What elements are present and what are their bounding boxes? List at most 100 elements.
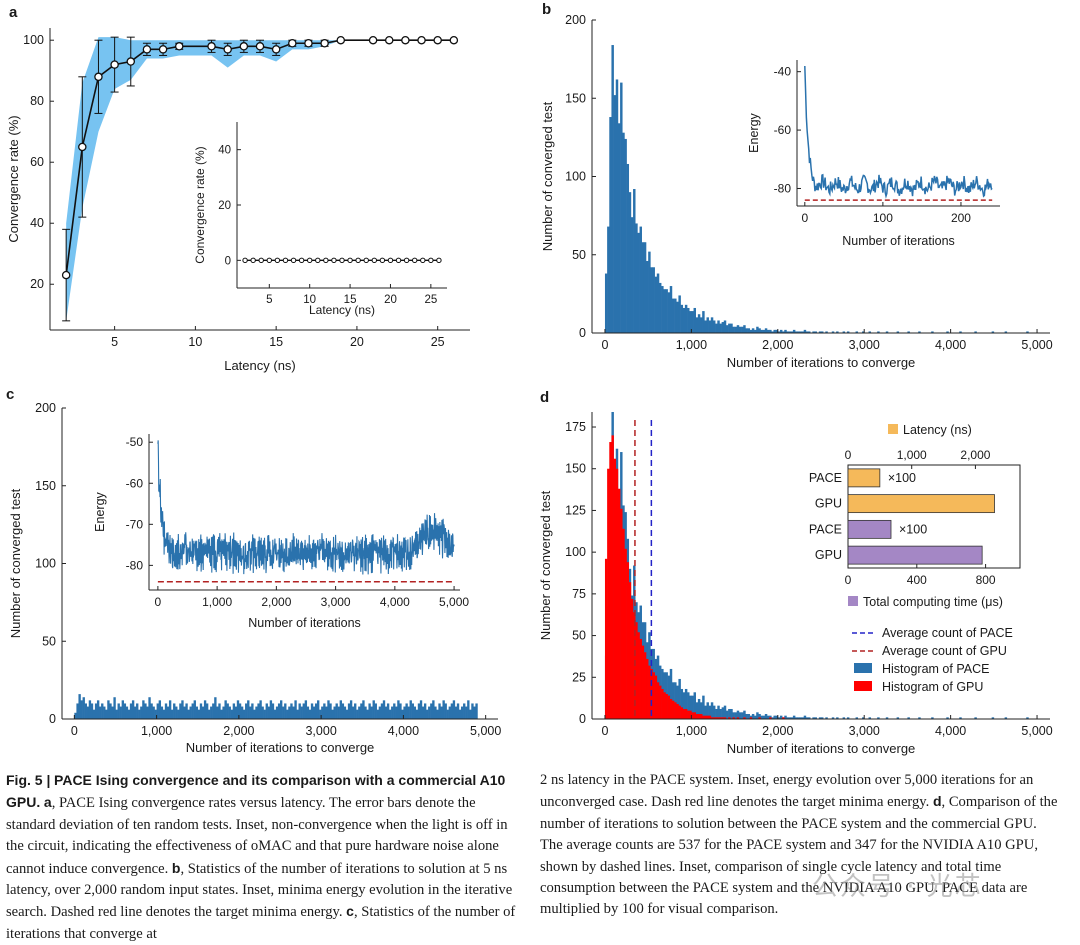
c-histogram-bar bbox=[376, 709, 380, 719]
d-y-tick-label: 75 bbox=[572, 587, 586, 601]
d-histogram-pace-bar bbox=[812, 717, 815, 719]
c-histogram-bar bbox=[173, 703, 176, 719]
b-histogram-bar bbox=[704, 320, 707, 333]
c-histogram-bar bbox=[96, 700, 100, 719]
panel-label-a: a bbox=[9, 4, 18, 21]
c-histogram-bar bbox=[419, 700, 423, 719]
c-histogram-bar bbox=[467, 700, 470, 719]
c-inset-x-axis-label: Number of iterations bbox=[248, 616, 361, 630]
c-histogram-bar bbox=[131, 700, 135, 719]
d-histogram-pace-bar bbox=[747, 713, 751, 719]
c-histogram-bar bbox=[199, 703, 203, 719]
c-histogram-bar bbox=[136, 703, 139, 719]
c-histogram-bar bbox=[389, 709, 392, 719]
b-histogram-bar bbox=[745, 328, 748, 333]
c-histogram-bar bbox=[360, 703, 363, 719]
c-inset-y-axis-label: Energy bbox=[93, 491, 107, 531]
d-histogram-gpu-bar bbox=[680, 707, 684, 719]
panel-label-d: d bbox=[540, 389, 549, 406]
b-histogram-bar bbox=[790, 331, 794, 333]
b-histogram-bar bbox=[650, 267, 653, 333]
d-histogram-pace-bar bbox=[697, 698, 701, 719]
d-histogram-pace-bar bbox=[797, 717, 800, 719]
d-x-tick-label: 1,000 bbox=[676, 724, 707, 738]
d-histogram-pace-bar bbox=[991, 717, 995, 719]
c-histogram-bar bbox=[304, 700, 308, 719]
d-histogram-gpu-bar bbox=[630, 598, 634, 719]
d-histogram-gpu-bar bbox=[728, 717, 731, 719]
b-x-tick-label: 0 bbox=[601, 338, 608, 352]
d-inset-top-tick-label: 2,000 bbox=[960, 448, 990, 462]
a-data-point bbox=[433, 35, 442, 45]
c-histogram-bar bbox=[423, 703, 427, 719]
d-histogram-pace-bar bbox=[762, 715, 766, 719]
d-histogram-gpu-bar bbox=[671, 700, 675, 719]
b-histogram-bar bbox=[775, 329, 779, 333]
d-histogram-pace-bar bbox=[702, 695, 705, 719]
c-histogram-bar bbox=[80, 700, 83, 719]
d-histogram-pace-bar bbox=[684, 688, 688, 719]
d-histogram-pace-bar bbox=[756, 712, 759, 719]
d-histogram-gpu-bar bbox=[607, 468, 610, 719]
b-x-tick-label: 3,000 bbox=[849, 338, 880, 352]
c-histogram-bar bbox=[117, 703, 120, 719]
c-histogram-bar bbox=[401, 709, 404, 719]
watermark-text: 公众号 · 光芯 bbox=[812, 872, 983, 902]
d-y-tick-label: 150 bbox=[565, 462, 586, 476]
b-histogram-bar bbox=[661, 286, 664, 333]
c-histogram-bar bbox=[380, 703, 384, 719]
c-histogram-bar bbox=[154, 709, 157, 719]
c-x-tick-label: 4,000 bbox=[388, 724, 419, 738]
c-histogram-bar bbox=[267, 706, 271, 719]
b-histogram-bar bbox=[786, 331, 789, 333]
a-inset-point bbox=[347, 257, 353, 264]
d-histogram-pace-bar bbox=[743, 710, 746, 719]
c-inset-x-tick-label: 2,000 bbox=[261, 595, 291, 609]
d-histogram-pace-bar bbox=[736, 710, 740, 719]
c-histogram-bar bbox=[329, 703, 332, 719]
c-histogram-bar bbox=[331, 709, 334, 719]
d-histogram-gpu-bar bbox=[710, 717, 714, 719]
b-x-tick-label: 4,000 bbox=[935, 338, 966, 352]
c-histogram-bar bbox=[111, 706, 114, 719]
b-histogram-bar bbox=[667, 292, 671, 333]
d-histogram-pace-bar bbox=[799, 717, 802, 719]
d-inset-time-swatch bbox=[848, 596, 858, 606]
c-histogram-bar bbox=[450, 703, 454, 719]
d-histogram-gpu-bar bbox=[687, 710, 690, 719]
c-histogram-bar bbox=[150, 703, 153, 719]
d-histogram-pace-bar bbox=[754, 715, 757, 719]
b-histogram-bar bbox=[641, 242, 645, 333]
c-inset-x-tick-label: 0 bbox=[155, 595, 162, 609]
c-histogram-bar bbox=[463, 703, 466, 719]
b-histogram-bar bbox=[723, 320, 727, 333]
b-histogram-bar bbox=[842, 331, 846, 333]
a-inset-point bbox=[266, 257, 273, 264]
c-histogram-bar bbox=[228, 706, 231, 719]
d-histogram-pace-bar bbox=[741, 712, 744, 719]
b-histogram-bar bbox=[885, 331, 889, 333]
c-histogram-bar bbox=[448, 706, 451, 719]
d-histogram-gpu-bar bbox=[669, 698, 673, 719]
d-histogram-pace-bar bbox=[1004, 717, 1008, 719]
b-histogram-bar bbox=[730, 323, 733, 333]
caption-d-text: , Comparison of the number of iterations… bbox=[540, 794, 1058, 918]
c-histogram-bar bbox=[245, 703, 248, 719]
c-histogram-bar bbox=[399, 703, 402, 719]
d-legend-label: Average count of GPU bbox=[882, 644, 1007, 658]
d-x-tick-label: 3,000 bbox=[849, 724, 880, 738]
d-histogram-pace-bar bbox=[777, 717, 781, 719]
c-histogram-bar bbox=[358, 706, 361, 719]
a-inset-y-axis-label: Convergence rate (%) bbox=[193, 146, 207, 263]
b-y-tick-label: 0 bbox=[579, 326, 586, 340]
a-data-point bbox=[417, 35, 426, 45]
c-histogram-bar bbox=[181, 700, 184, 719]
a-data-point bbox=[239, 42, 249, 51]
b-y-tick-label: 200 bbox=[565, 13, 586, 27]
c-histogram-bar bbox=[275, 706, 279, 719]
b-histogram-bar bbox=[749, 329, 753, 333]
c-histogram-bar bbox=[286, 709, 289, 719]
c-histogram-bar bbox=[259, 700, 262, 719]
b-histogram-bar bbox=[628, 192, 632, 333]
c-histogram-bar bbox=[171, 709, 174, 719]
